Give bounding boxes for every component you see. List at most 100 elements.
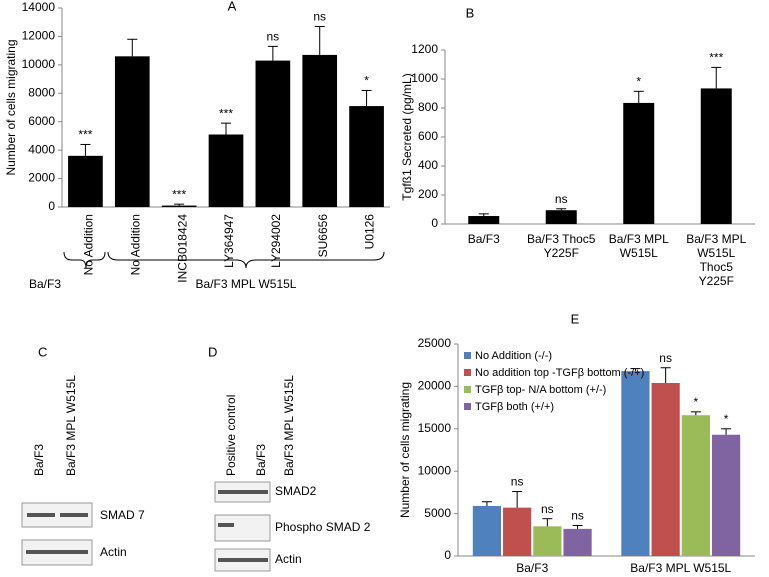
y-tick-label: 14000 (22, 0, 56, 14)
significance-label: ns (313, 10, 326, 24)
x-tick-label: LY364947 (222, 214, 236, 268)
y-tick-label: 6000 (28, 114, 55, 128)
lane-label: Ba/F3 (254, 444, 268, 476)
legend-label: TGFβ top- N/A bottom (+/-) (475, 384, 606, 396)
x-tick-label: U0126 (363, 214, 377, 250)
brace (63, 251, 106, 269)
x-tick-label-box: Ba/F3 Thoc5 Y225F (527, 232, 596, 260)
bar (68, 155, 103, 207)
brace (107, 251, 385, 269)
x-tick-label-box: Ba/F3 MPL W515L Thoc5 Y225F (686, 232, 747, 288)
x-tick-label: INCB018424 (175, 214, 189, 283)
bar (161, 205, 197, 207)
x-tick-label: No Addition (128, 214, 142, 275)
x-tick-label: Ba/F3 Thoc5 Y225F (527, 232, 596, 260)
panel-label: B (466, 5, 475, 20)
bar (711, 434, 741, 556)
y-tick-label: 5000 (424, 506, 451, 520)
x-tick-label: No Addition (82, 214, 96, 275)
lane-label: Ba/F3 MPL W515L (64, 375, 78, 476)
x-tick-label: Ba/F3 MPL W515L (630, 561, 731, 575)
bar (623, 102, 655, 224)
bar (621, 371, 650, 556)
y-tick-label: 0 (431, 216, 438, 230)
significance-label: * (724, 412, 729, 426)
significance-label: *** (172, 187, 186, 201)
x-tick-label-box: Ba/F3 (468, 232, 500, 246)
legend-swatch (464, 369, 471, 376)
significance-label: * (636, 74, 641, 88)
band-label: Actin (275, 552, 302, 566)
significance-label: *** (709, 51, 723, 65)
group-label: Ba/F3 (29, 277, 61, 291)
lane-label: Ba/F3 (32, 444, 46, 476)
lane-label: Positive control (224, 395, 238, 476)
y-tick-label: 600 (418, 129, 438, 143)
bar (349, 106, 384, 207)
panel-label: E (571, 311, 580, 326)
blot-band (27, 513, 55, 517)
significance-label: ns (555, 192, 568, 206)
bar (545, 210, 577, 224)
panel-label: C (38, 344, 47, 359)
group-label: Ba/F3 MPL W515L (196, 277, 297, 291)
x-tick-label: Ba/F3 MPL W515L (608, 232, 669, 260)
blot-band (218, 523, 234, 527)
y-tick-label: 10000 (418, 463, 452, 477)
legend-label: No Addition (-/-) (475, 350, 552, 362)
y-tick-label: 0 (444, 548, 451, 562)
x-tick-label: Ba/F3 MPL W515L Thoc5 Y225F (686, 232, 747, 288)
y-tick-label: 400 (418, 158, 438, 172)
significance-label: ns (571, 509, 584, 523)
bar (468, 216, 500, 224)
y-tick-label: 10000 (22, 57, 56, 71)
band-label: Phospho SMAD 2 (275, 520, 371, 534)
significance-label: ns (267, 30, 280, 44)
significance-label: ns (659, 351, 672, 365)
bar (681, 415, 710, 556)
y-tick-label: 0 (48, 199, 55, 213)
y-tick-label: 1200 (411, 42, 438, 56)
significance-label: * (364, 74, 369, 88)
y-tick-label: 200 (418, 187, 438, 201)
legend-swatch (464, 386, 471, 393)
significance-label: * (694, 395, 699, 409)
panel-label: A (228, 0, 237, 13)
y-tick-label: 1000 (411, 71, 438, 85)
y-tick-label: 2000 (28, 171, 55, 185)
blot-band (60, 513, 88, 517)
y-tick-label: 8000 (28, 85, 55, 99)
y-axis-title: Number of cells migrating (398, 382, 412, 518)
y-tick-label: 4000 (28, 142, 55, 156)
bar (302, 54, 338, 208)
bar (472, 505, 502, 556)
significance-label: ns (541, 502, 554, 516)
bar (533, 526, 562, 556)
y-tick-label: 15000 (418, 421, 452, 435)
bar (563, 528, 592, 556)
legend-swatch (464, 403, 471, 410)
significance-label: ns (511, 475, 524, 489)
lane-label: Ba/F3 MPL W515L (282, 375, 296, 476)
significance-label: *** (78, 128, 92, 142)
y-axis-title: Number of cells migrating (4, 39, 18, 175)
bar (114, 56, 150, 208)
y-tick-label: 800 (418, 100, 438, 114)
x-tick-label: Ba/F3 (516, 561, 548, 575)
legend-swatch (464, 352, 471, 359)
legend-label: No addition top -TGFβ bottom (-/+) (475, 367, 644, 379)
bar (503, 507, 532, 556)
panel-label: D (208, 344, 217, 359)
blot-band (26, 550, 88, 554)
blot-band (218, 490, 268, 494)
blot (214, 514, 271, 542)
x-tick-label-box: Ba/F3 MPL W515L (608, 232, 669, 260)
y-tick-label: 20000 (418, 379, 452, 393)
band-label: SMAD 7 (100, 508, 145, 522)
x-tick-label: SU6656 (316, 214, 330, 258)
significance-label: *** (219, 106, 233, 120)
bar (700, 88, 732, 224)
band-label: Actin (100, 545, 127, 559)
bar (651, 383, 680, 556)
